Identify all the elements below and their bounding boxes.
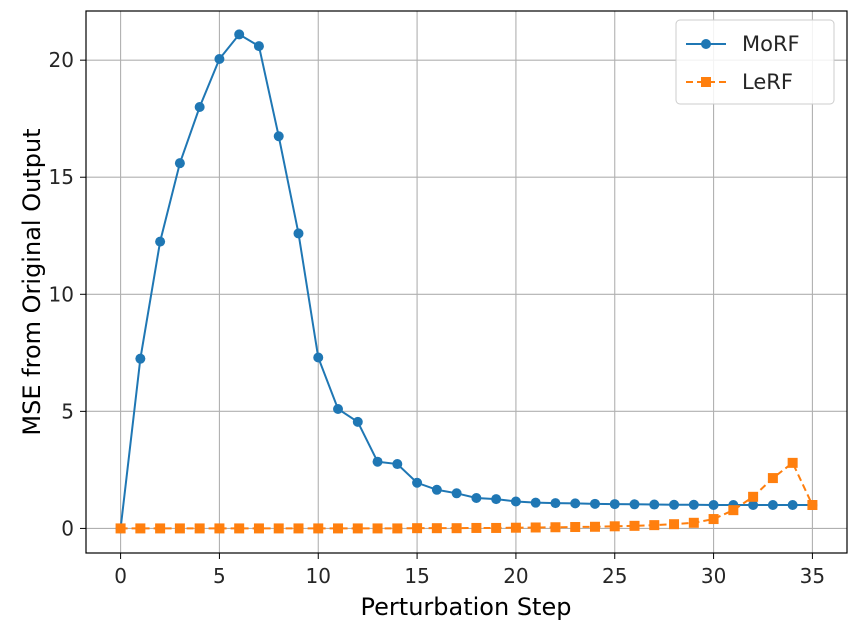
data-point-morf: [550, 498, 561, 509]
x-tick-label: 35: [800, 564, 825, 588]
data-point-morf: [372, 456, 383, 467]
data-point-morf: [451, 488, 462, 499]
data-point-lerf: [787, 457, 798, 468]
legend-box: [675, 19, 835, 105]
data-point-lerf: [471, 522, 482, 533]
data-point-morf: [412, 477, 423, 488]
data-point-morf: [234, 29, 245, 40]
data-point-lerf: [253, 523, 264, 534]
data-point-lerf: [313, 523, 324, 534]
data-point-morf: [491, 494, 502, 505]
legend-label-morf: MoRF: [742, 32, 800, 56]
y-tick-label: 15: [49, 165, 74, 189]
data-point-lerf: [451, 523, 462, 534]
data-point-morf: [135, 353, 146, 364]
data-point-morf: [570, 498, 581, 509]
data-point-morf: [589, 498, 600, 509]
data-point-lerf: [155, 523, 166, 534]
data-point-morf: [609, 499, 620, 510]
data-point-morf: [174, 158, 185, 169]
data-point-morf: [273, 131, 284, 142]
data-point-lerf: [333, 523, 344, 534]
data-point-morf: [649, 499, 660, 510]
data-point-lerf: [194, 523, 205, 534]
data-point-lerf: [609, 521, 620, 532]
legend-marker-lerf: [701, 77, 711, 87]
legend-marker-morf: [701, 39, 711, 49]
data-point-lerf: [748, 491, 759, 502]
x-tick-label: 0: [114, 564, 127, 588]
data-point-lerf: [728, 505, 739, 516]
x-tick-label: 20: [503, 564, 528, 588]
plot-frame: [85, 10, 848, 554]
data-point-lerf: [530, 522, 541, 533]
series-layer: [115, 29, 818, 534]
y-axis-label: MSE from Original Output: [18, 128, 46, 435]
data-point-morf: [194, 101, 205, 112]
y-tick-label: 5: [61, 399, 74, 423]
data-point-lerf: [214, 523, 225, 534]
data-point-lerf: [767, 473, 778, 484]
x-tick-label: 15: [404, 564, 429, 588]
x-axis-label: Perturbation Step: [361, 593, 572, 621]
data-point-lerf: [135, 523, 146, 534]
data-point-lerf: [234, 523, 245, 534]
data-point-morf: [352, 416, 363, 427]
data-point-morf: [392, 459, 403, 470]
data-point-morf: [767, 500, 778, 511]
legend-label-lerf: LeRF: [742, 70, 793, 94]
data-point-morf: [629, 499, 640, 510]
data-point-morf: [313, 352, 324, 363]
data-point-lerf: [174, 523, 185, 534]
data-point-morf: [471, 492, 482, 503]
data-point-lerf: [708, 514, 719, 525]
data-point-lerf: [629, 520, 640, 531]
data-point-lerf: [293, 523, 304, 534]
data-point-lerf: [352, 523, 363, 534]
data-point-lerf: [807, 500, 818, 511]
data-point-morf: [510, 496, 521, 507]
x-tick-label: 30: [701, 564, 726, 588]
data-point-lerf: [688, 517, 699, 528]
data-point-lerf: [510, 522, 521, 533]
data-point-morf: [530, 497, 541, 508]
data-point-lerf: [491, 522, 502, 533]
data-point-lerf: [589, 521, 600, 532]
y-tick-label: 10: [49, 282, 74, 306]
x-tick-label: 25: [602, 564, 627, 588]
x-tick-label: 10: [306, 564, 331, 588]
data-point-morf: [787, 500, 798, 511]
data-point-morf: [669, 499, 680, 510]
y-tick-label: 20: [49, 48, 74, 72]
data-point-lerf: [372, 523, 383, 534]
data-point-lerf: [431, 523, 442, 534]
data-point-morf: [688, 499, 699, 510]
data-point-lerf: [649, 520, 660, 531]
ticks: 0 5 10 15 20 25 30 35 0 5 10 15 20: [49, 48, 826, 588]
data-point-lerf: [273, 523, 284, 534]
data-point-morf: [333, 404, 344, 415]
data-point-morf: [748, 500, 759, 511]
data-point-morf: [253, 41, 264, 52]
data-point-morf: [293, 228, 304, 239]
data-point-lerf: [392, 523, 403, 534]
data-point-morf: [431, 484, 442, 495]
data-point-lerf: [669, 519, 680, 530]
data-point-lerf: [115, 523, 126, 534]
data-point-lerf: [550, 522, 561, 533]
x-tick-label: 5: [213, 564, 226, 588]
data-point-morf: [155, 236, 166, 247]
y-tick-label: 0: [61, 516, 74, 540]
data-point-morf: [214, 53, 225, 64]
legend: MoRF LeRF: [675, 19, 835, 105]
data-point-morf: [708, 500, 719, 511]
data-point-lerf: [570, 522, 581, 533]
data-point-lerf: [412, 523, 423, 534]
